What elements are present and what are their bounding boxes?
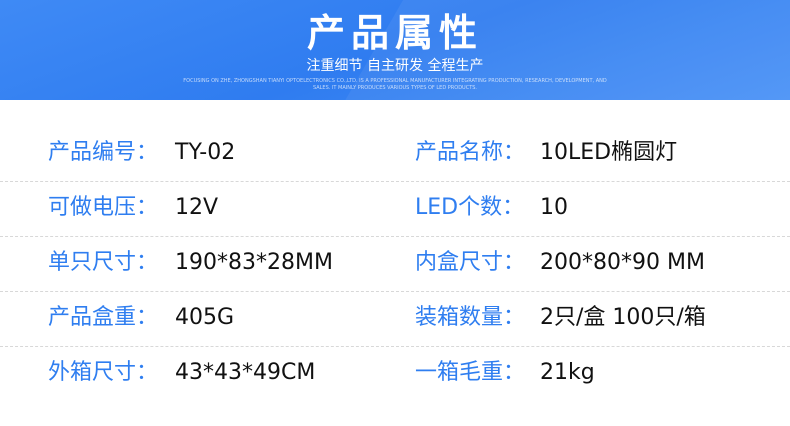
attribute-row: 单只尺寸： 190*83*28MM 内盒尺寸： 200*80*90 MM <box>0 248 790 303</box>
attribute-value: 10 <box>540 195 568 220</box>
attribute-label: 产品编号： <box>48 140 159 165</box>
attribute-value: 405G <box>175 305 235 330</box>
page-title: 产品属性 <box>306 11 483 55</box>
attribute-label: 装箱数量： <box>415 305 526 330</box>
attribute-row: 产品盒重： 405G 装箱数量： 2只/盒 100只/箱 <box>0 303 790 358</box>
attribute-label: 一箱毛重： <box>415 360 526 385</box>
attribute-value: 10LED椭圆灯 <box>540 140 678 165</box>
attribute-label: 可做电压： <box>48 195 159 220</box>
row-divider <box>0 291 790 292</box>
attribute-value: 190*83*28MM <box>175 250 333 275</box>
header-banner: 产品属性 注重细节 自主研发 全程生产 FOCUSING ON ZHE, ZHO… <box>0 0 790 100</box>
attribute-value: 2只/盒 100只/箱 <box>540 305 706 330</box>
attribute-value: 21kg <box>540 360 595 385</box>
fine-print: FOCUSING ON ZHE, ZHONGSHAN TIANYI OPTOEL… <box>183 78 607 91</box>
attribute-value: 200*80*90 MM <box>540 250 705 275</box>
attribute-row: 产品编号： TY-02 产品名称： 10LED椭圆灯 <box>0 138 790 193</box>
attribute-label: LED个数： <box>415 195 525 220</box>
attribute-label: 产品名称： <box>415 140 526 165</box>
attribute-label: 外箱尺寸： <box>48 360 159 385</box>
attribute-value: 12V <box>175 195 219 220</box>
attribute-label: 产品盒重： <box>48 305 159 330</box>
page-subtitle: 注重细节 自主研发 全程生产 <box>306 58 484 74</box>
row-divider <box>0 346 790 347</box>
attribute-row: 外箱尺寸： 43*43*49CM 一箱毛重： 21kg <box>0 358 790 413</box>
attribute-value: TY-02 <box>175 140 236 165</box>
attribute-value: 43*43*49CM <box>175 360 316 385</box>
attribute-label: 单只尺寸： <box>48 250 159 275</box>
row-divider <box>0 181 790 182</box>
row-divider <box>0 236 790 237</box>
attribute-label: 内盒尺寸： <box>415 250 526 275</box>
attribute-row: 可做电压： 12V LED个数： 10 <box>0 193 790 248</box>
